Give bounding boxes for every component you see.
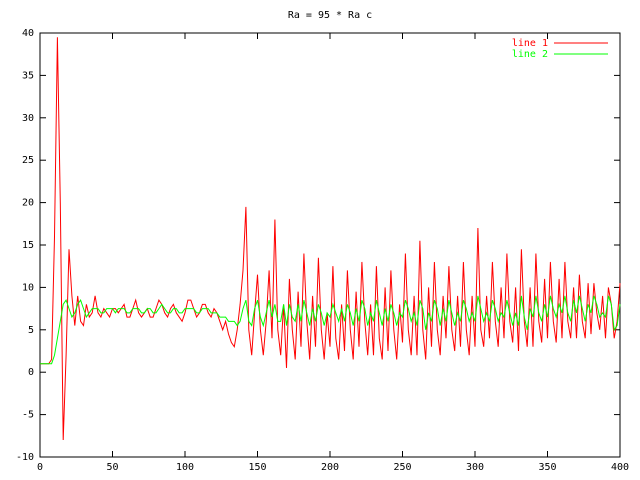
y-tick-label: -10 xyxy=(16,452,34,463)
y-tick-label: 35 xyxy=(22,70,34,81)
legend-label: line 1 xyxy=(512,38,548,49)
x-tick-label: 300 xyxy=(466,462,484,473)
x-tick-label: 250 xyxy=(393,462,411,473)
x-tick-label: 200 xyxy=(321,462,339,473)
y-tick-label: 25 xyxy=(22,155,34,166)
x-tick-label: 100 xyxy=(176,462,194,473)
legend-label: line 2 xyxy=(512,49,548,60)
y-tick-label: 20 xyxy=(22,198,34,209)
chart-title: Ra = 95 * Ra c xyxy=(288,10,372,21)
y-tick-label: 5 xyxy=(28,325,34,336)
plot-border xyxy=(39,32,621,458)
x-tick-label: 350 xyxy=(538,462,556,473)
y-tick-label: -5 xyxy=(22,410,34,421)
series-line xyxy=(40,295,621,365)
x-tick-label: 50 xyxy=(106,462,118,473)
y-tick-label: 40 xyxy=(22,28,34,39)
y-tick-label: 30 xyxy=(22,113,34,124)
y-tick-label: 0 xyxy=(28,367,34,378)
series-line xyxy=(40,37,621,441)
x-tick-label: 150 xyxy=(248,462,266,473)
y-tick-label: 15 xyxy=(22,240,34,251)
x-tick-label: 0 xyxy=(37,462,43,473)
y-tick-label: 10 xyxy=(22,282,34,293)
x-tick-label: 400 xyxy=(611,462,629,473)
